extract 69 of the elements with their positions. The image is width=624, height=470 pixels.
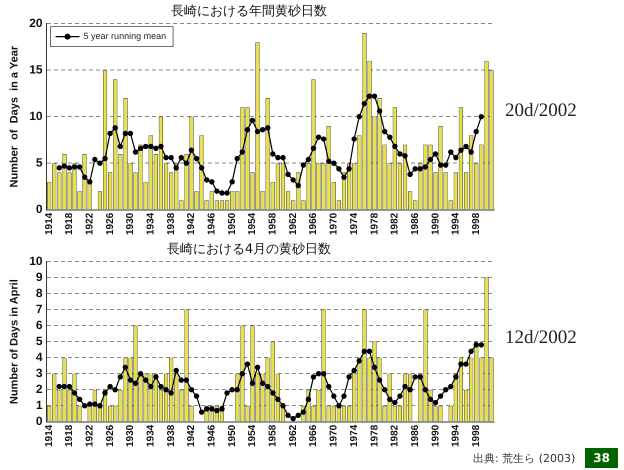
- source-note: 出典: 荒生ら (2003): [473, 450, 576, 466]
- x-tick-label: 1970: [328, 424, 340, 448]
- x-tick-label: 1934: [146, 424, 157, 448]
- x-tick-label: 1966: [308, 424, 320, 448]
- legend-label: 5 year running mean: [84, 31, 166, 42]
- x-tick-label: 1978: [369, 424, 380, 448]
- text: 20d/2002: [505, 100, 577, 122]
- x-tick-label: 1994: [450, 424, 462, 448]
- x-tick-label: 1922: [84, 424, 96, 448]
- x-tick-label: 1950: [226, 424, 238, 448]
- x-tick-label: 1950: [226, 212, 238, 236]
- y-tick-label: 10: [29, 254, 43, 268]
- x-tick-label: 1942: [186, 212, 198, 236]
- y-tick-label: 5: [36, 156, 43, 170]
- x-tick-label: 1958: [268, 424, 279, 448]
- x-tick-label: 1974: [348, 212, 360, 236]
- x-tick-label: 1990: [430, 212, 442, 236]
- x-tick-label: 1970: [328, 212, 340, 236]
- x-tick-label: 1926: [104, 212, 116, 236]
- x-tick-label: 1958: [268, 212, 279, 236]
- y-tick-label: 15: [29, 62, 43, 76]
- x-tick-label: 1918: [64, 212, 76, 236]
- y-tick-label: 10: [29, 108, 43, 123]
- y-axis-title: Number of Days in a Year: [8, 45, 21, 188]
- x-tick-label: 1998: [470, 424, 482, 448]
- text: 12d/2002: [505, 327, 577, 349]
- x-tick-label: 1966: [308, 212, 320, 236]
- x-tick-label: 1954: [247, 212, 258, 236]
- x-tick-label: 1946: [206, 212, 218, 236]
- y-tick-label: 3: [36, 366, 43, 380]
- x-tick-label: 1918: [64, 424, 76, 448]
- x-tick-label: 1942: [186, 424, 198, 448]
- y-tick-label: 6: [36, 318, 43, 332]
- text: 38: [585, 448, 618, 468]
- x-tick-label: 1930: [125, 212, 136, 236]
- y-tick-label: 0: [36, 202, 43, 216]
- x-tick-label: 1946: [206, 424, 218, 448]
- y-tick-label: 5: [36, 334, 43, 348]
- x-tick-label: 1994: [450, 212, 462, 236]
- y-tick-label: 8: [36, 286, 43, 300]
- x-tick-label: 1922: [84, 212, 96, 236]
- x-tick-label: 1926: [104, 424, 116, 448]
- x-tick-label: 1914: [44, 212, 55, 236]
- x-tick-label: 1962: [288, 424, 299, 448]
- x-tick-label: 1986: [410, 212, 421, 236]
- x-tick-label: 1914: [44, 424, 55, 448]
- x-tick-label: 1954: [247, 424, 258, 448]
- x-tick-label: 1974: [348, 424, 360, 448]
- y-tick-label: 2: [36, 382, 43, 396]
- x-tick-label: 1986: [410, 424, 421, 448]
- y-tick-label: 0: [36, 414, 43, 428]
- x-tick-label: 1930: [125, 424, 136, 448]
- x-tick-label: 1938: [166, 212, 177, 236]
- chart-title: 長崎における年間黄砂日数: [171, 4, 327, 20]
- x-tick-label: 1982: [390, 212, 401, 236]
- y-tick-label: 9: [36, 270, 43, 284]
- x-tick-label: 1962: [288, 212, 299, 236]
- x-tick-label: 1990: [430, 424, 442, 448]
- x-tick-label: 1978: [369, 212, 380, 236]
- y-tick-label: 20: [29, 16, 43, 30]
- x-tick-label: 1998: [470, 212, 482, 236]
- y-tick-label: 4: [36, 350, 43, 364]
- x-tick-label: 1934: [146, 212, 157, 236]
- y-tick-label: 1: [36, 398, 43, 412]
- chart-title: 長崎における4月の黄砂日数: [166, 242, 332, 258]
- y-tick-label: 7: [36, 302, 43, 316]
- y-axis-title: Number of Days in April: [8, 279, 21, 404]
- x-tick-label: 1938: [166, 424, 177, 448]
- x-tick-label: 1982: [390, 424, 401, 448]
